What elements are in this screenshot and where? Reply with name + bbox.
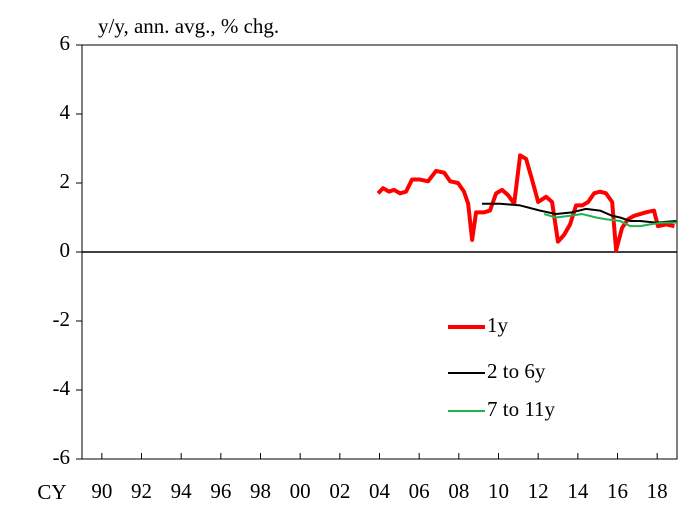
x-tick-label: 10 <box>488 479 509 503</box>
y-tick-label: 0 <box>60 238 71 262</box>
x-tick-label: 14 <box>567 479 589 503</box>
x-tick-label: 92 <box>131 479 152 503</box>
x-axis-label: CY <box>37 480 66 504</box>
y-tick-label: -4 <box>53 376 71 400</box>
legend-label: 7 to 11y <box>487 397 556 421</box>
x-tick-label: 16 <box>607 479 628 503</box>
x-tick-label: 18 <box>647 479 668 503</box>
x-tick-label: 08 <box>448 479 469 503</box>
x-tick-label: 96 <box>210 479 231 503</box>
x-tick-label: 02 <box>329 479 350 503</box>
y-tick-label: 6 <box>60 31 71 55</box>
chart-title: y/y, ann. avg., % chg. <box>98 14 279 38</box>
x-tick-label: 12 <box>528 479 549 503</box>
series-line <box>543 213 677 228</box>
y-tick-label: -2 <box>53 307 71 331</box>
y-tick-label: -6 <box>53 445 71 469</box>
series-line <box>376 153 675 253</box>
x-tick-label: 04 <box>369 479 391 503</box>
y-tick-label: 2 <box>60 169 71 193</box>
x-tick-label: 00 <box>290 479 311 503</box>
x-tick-label: 90 <box>91 479 112 503</box>
x-tick-label: 94 <box>171 479 193 503</box>
y-tick-label: 4 <box>60 100 71 124</box>
legend-label: 1y <box>487 313 509 337</box>
series-line <box>482 202 677 224</box>
x-tick-label: 98 <box>250 479 271 503</box>
legend-label: 2 to 6y <box>487 359 546 383</box>
x-tick-label: 06 <box>409 479 430 503</box>
